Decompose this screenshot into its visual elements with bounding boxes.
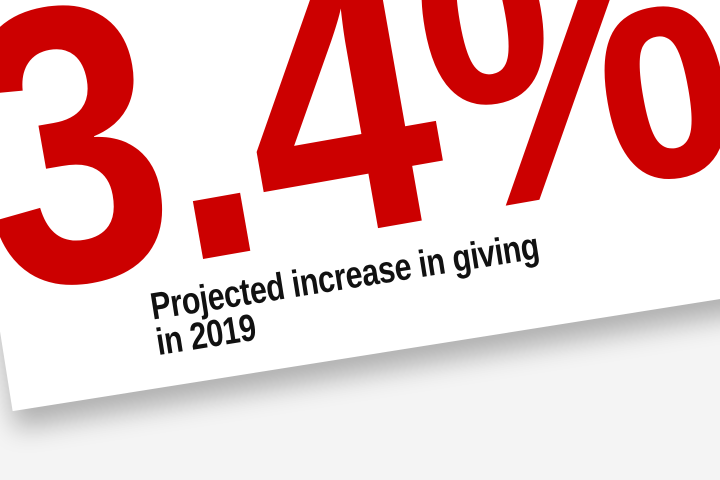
headline-area: 3.4% Projected increase in giving in 201…	[0, 0, 720, 378]
